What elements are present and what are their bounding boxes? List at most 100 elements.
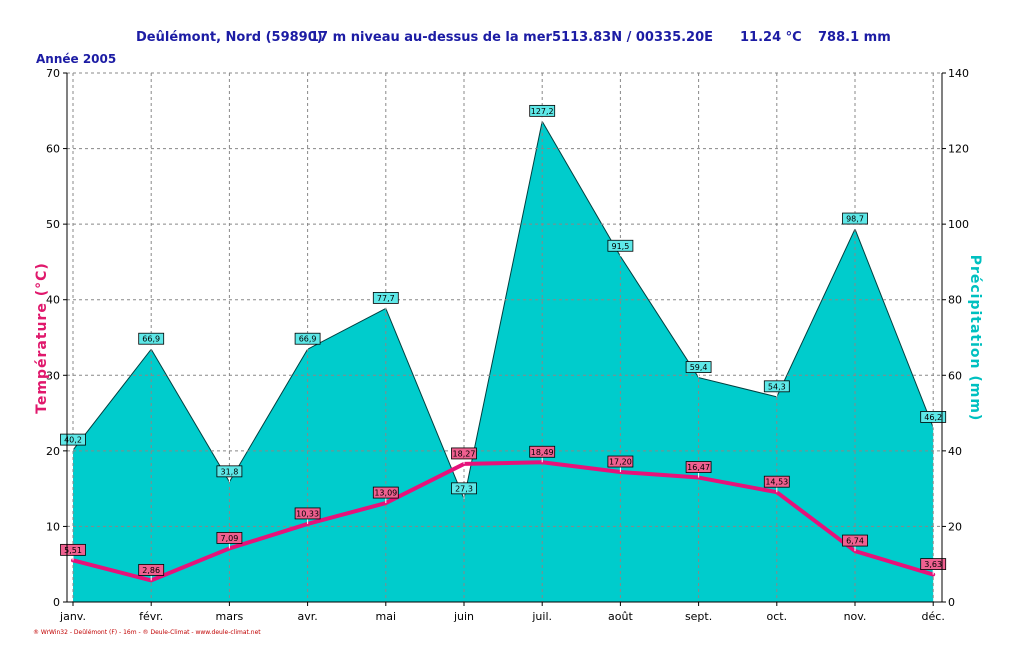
left-tick-label: 20 [46,445,60,458]
precip-label-text: 91,5 [611,242,629,251]
year-label: Année 2005 [36,52,116,66]
temp-label-box [920,558,947,570]
right-tick-label: 40 [948,445,962,458]
precip-label: 46,2 [920,411,947,428]
temp-label-text: 5,51 [64,546,82,555]
mean-temperature: 11.24 °C [740,30,802,45]
left-tick-label: 60 [46,143,60,156]
precip-label-text: 127,2 [531,107,554,116]
left-tick-label: 10 [46,520,60,533]
temp-label-text: 2,86 [142,566,160,575]
precipitation-outline [72,119,934,501]
x-tick-label: mars [216,610,244,623]
temp-label: 3,63 [920,558,947,575]
temp-label: 6,74 [842,534,868,552]
precipitation-area-layer [72,119,934,603]
precip-label-box [920,411,947,423]
precip-label: 40,2 [60,433,86,451]
temperature-line-layer [71,460,936,583]
temp-label: 5,51 [60,543,86,561]
temp-label-box [294,507,321,520]
temp-label-box [216,532,243,544]
precip-label: 66,9 [138,332,165,350]
temp-label-box [685,461,712,473]
x-tick-label: juil. [531,610,552,623]
right-axis-title: Précipitation (mm) [967,255,983,422]
total-precipitation: 788.1 mm [818,30,891,45]
temp-label-text: 18,27 [453,449,476,458]
x-tick-label: avr. [297,610,317,623]
precip-label-box [842,212,868,225]
x-tick-label: oct. [767,610,788,623]
precip-label: 77,7 [372,292,399,309]
precip-label-text: 46,2 [924,413,942,422]
precip-label-box [529,104,556,117]
axis-layer: 0 10 20 30 40 50 60 70 0 20 40 60 80 100 120 140 janv. fé… [34,67,983,623]
left-tick-label: 30 [46,369,60,382]
left-tick-label: 50 [46,218,60,231]
precip-label-box [685,361,712,373]
x-tick-label: déc. [922,610,945,623]
precip-label-box [216,465,243,478]
temp-label: 14,53 [763,475,790,493]
temp-label-text: 6,74 [846,537,864,546]
right-tick-label: 140 [948,67,969,80]
left-tick-label: 40 [46,294,60,307]
right-tick-label: 0 [948,596,955,609]
chart-header: Deûlémont, Nord (59890) 17 m niveau au-d… [36,30,891,66]
right-tick-label: 60 [948,369,962,382]
precip-label-text: 27,3 [455,484,473,493]
temp-label-text: 16,47 [687,463,710,472]
precip-label-text: 59,4 [690,363,708,372]
temp-label: 2,86 [138,563,165,581]
temp-label-box [763,475,790,488]
temp-label-box [607,455,634,468]
precip-label: 31,8 [216,465,243,482]
temp-label-box [842,534,868,547]
footer-credit: ® WrWin32 - Deûlémont (F) - 16m - ® Deul… [33,629,261,636]
x-tick-label: juin [453,610,474,623]
right-tick-label: 80 [948,294,962,307]
precip-label-box [763,380,790,393]
precip-label-box [294,332,321,345]
temp-label: 18,27 [451,447,477,464]
precip-label: 91,5 [607,239,634,257]
temp-label-box [138,563,165,576]
precip-label: 66,9 [294,332,321,350]
x-tick-label: févr. [139,610,163,623]
x-tick-label: sept. [685,610,712,623]
station-name: Deûlémont, Nord (59890) [136,30,323,45]
temp-label-text: 3,63 [924,560,942,569]
precip-label-text: 66,9 [142,335,160,344]
temp-label-text: 18,49 [531,448,554,457]
left-tick-label: 70 [46,67,60,80]
precip-label: 127,2 [529,104,556,122]
precip-label-box [372,292,399,304]
left-tick-label: 0 [53,596,60,609]
x-tick-label: août [608,610,633,623]
precip-label-text: 54,3 [768,382,786,391]
precip-label-text: 31,8 [220,467,238,476]
temp-label-box [372,486,399,499]
right-tick-label: 100 [948,218,969,231]
precip-label-box [60,433,86,446]
precip-label-text: 66,9 [299,335,317,344]
precip-label: 54,3 [763,380,790,397]
precip-label-box [138,332,165,345]
temp-label-text: 17,20 [609,458,632,467]
temp-label: 16,47 [685,461,712,478]
left-axis-title: Température (°C) [34,262,50,414]
right-tick-label: 120 [948,143,969,156]
x-tick-label: mai [376,610,397,623]
temp-label: 10,33 [294,507,321,524]
right-tick-label: 20 [948,520,962,533]
precip-label-box [451,482,477,495]
temp-label: 13,09 [372,486,399,504]
temp-label-text: 14,53 [765,478,788,487]
altitude-text: 17 m niveau au-dessus de la mer [310,30,553,45]
temp-label: 17,20 [607,455,634,473]
temperature-line [71,460,936,583]
precip-label: 98,7 [842,212,868,230]
precip-label-text: 40,2 [64,436,82,445]
